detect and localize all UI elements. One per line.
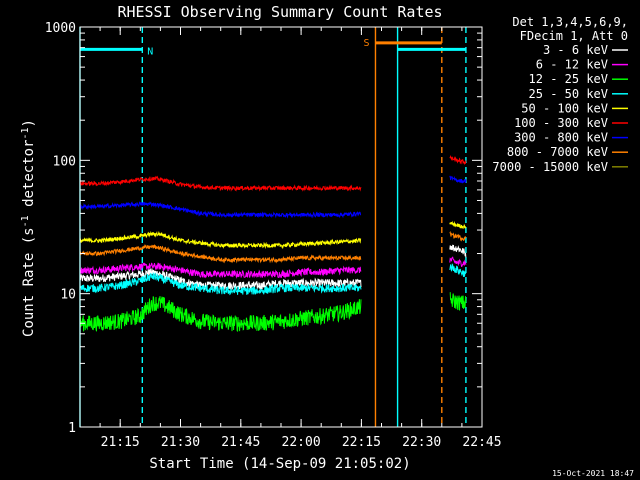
series-trace-7-seg-1	[449, 230, 467, 242]
y-label-sup2: -1	[20, 127, 31, 139]
x-axis: 21:15 21:30 21:45 22:00 22:15 22:30 22:45	[79, 27, 502, 450]
vertical-markers	[79, 27, 467, 427]
series-trace-4-seg-1	[449, 220, 467, 230]
y-label-mid: detector	[21, 140, 37, 216]
y-tick-label-0: 1	[68, 421, 76, 436]
legend-label-1: 6 - 12 keV	[536, 58, 608, 72]
y-tick-label-1: 10	[60, 288, 76, 303]
y-tick-label-3: 1000	[45, 21, 76, 36]
series-trace-2-seg-1	[449, 291, 467, 311]
x-tick-label-5: 22:30	[402, 435, 441, 450]
plot-frame	[79, 26, 483, 428]
legend-label-3: 25 - 50 keV	[529, 87, 608, 101]
flag-label-N: N	[147, 46, 153, 57]
observing-flags: NS	[80, 38, 466, 57]
x-tick-label-3: 22:00	[282, 435, 321, 450]
legend-label-8: 7000 - 15000 keV	[492, 160, 608, 174]
series-trace-5-seg-0	[79, 175, 362, 192]
series-trace-1-seg-0	[79, 262, 362, 279]
series-lines	[79, 154, 467, 332]
legend-label-2: 12 - 25 keV	[529, 72, 608, 86]
series-trace-2-seg-0	[79, 296, 362, 332]
series-trace-4-seg-0	[79, 230, 362, 250]
series-trace-7-seg-0	[79, 243, 362, 264]
series-trace-3-seg-0	[79, 272, 362, 296]
legend-header-line-1: Det 1,3,4,5,6,9,	[512, 15, 628, 29]
series-trace-0-seg-0	[79, 268, 362, 292]
series-trace-1-seg-1	[449, 256, 467, 268]
x-tick-label-6: 22:45	[462, 435, 501, 450]
series-trace-0-seg-1	[449, 244, 467, 258]
x-tick-label-0: 21:15	[101, 435, 140, 450]
y-label-sup1: -1	[20, 215, 31, 227]
y-label-suffix: )	[21, 119, 37, 127]
y-label-prefix: Count Rate (s	[21, 227, 37, 337]
series-trace-5-seg-1	[449, 154, 467, 166]
series-trace-6-seg-0	[79, 201, 362, 219]
legend-label-5: 100 - 300 keV	[514, 116, 608, 130]
legend: Det 1,3,4,5,6,9, FDecim 1, Att 0 3 - 6 k…	[492, 15, 628, 174]
x-tick-label-4: 22:15	[342, 435, 381, 450]
y-axis: 1 10 100 1000	[45, 21, 482, 436]
series-trace-3-seg-1	[449, 263, 467, 277]
generation-timestamp: 15-Oct-2021 18:47	[552, 469, 634, 478]
series-trace-6-seg-1	[449, 175, 467, 184]
y-tick-label-2: 100	[53, 154, 76, 169]
x-axis-label: Start Time (14-Sep-09 21:05:02)	[149, 456, 410, 472]
chart-title: RHESSI Observing Summary Count Rates	[117, 3, 442, 21]
x-tick-label-1: 21:30	[161, 435, 200, 450]
legend-label-7: 800 - 7000 keV	[507, 145, 608, 159]
y-axis-label: Count Rate (s-1 detector-1)	[20, 119, 37, 337]
legend-label-0: 3 - 6 keV	[543, 43, 608, 57]
legend-label-6: 300 - 800 keV	[514, 131, 608, 145]
x-tick-label-2: 21:45	[221, 435, 260, 450]
legend-header-line-2: FDecim 1, Att 0	[520, 29, 628, 43]
flag-label-S: S	[363, 38, 369, 49]
legend-label-4: 50 - 100 keV	[521, 101, 608, 115]
